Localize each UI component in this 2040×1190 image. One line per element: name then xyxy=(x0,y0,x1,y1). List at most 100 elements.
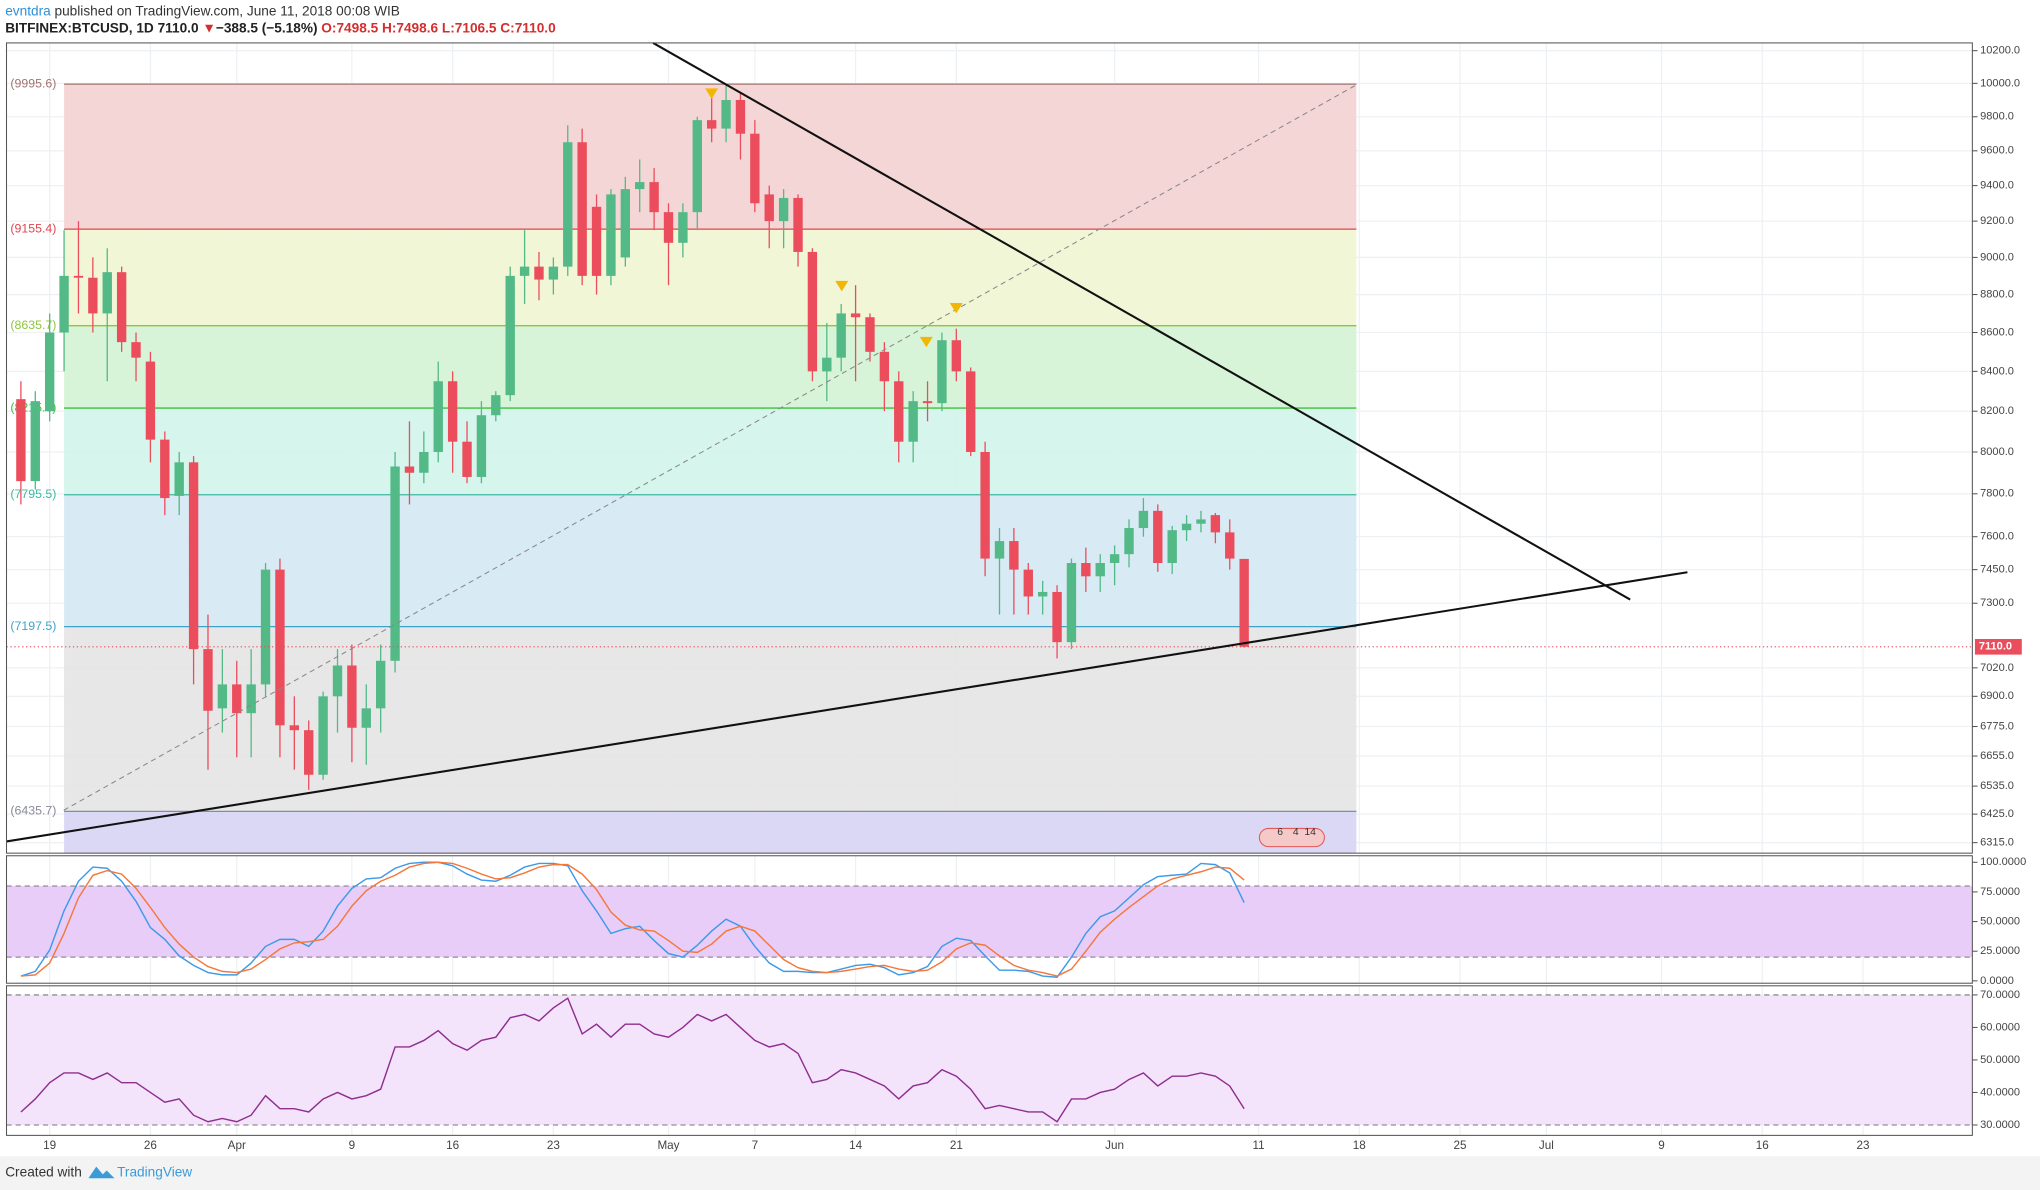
candle-body xyxy=(30,401,40,482)
candle-body xyxy=(994,541,1005,559)
fib-band xyxy=(64,811,1357,854)
y-tick-label: 10200.0 xyxy=(1980,45,2020,57)
y-tick-label: 30.0000 xyxy=(1980,1119,2020,1131)
candle-body xyxy=(44,332,55,412)
y-tick-label: 9200.0 xyxy=(1980,215,2014,227)
price: 7110.0 xyxy=(158,20,199,35)
fib-band xyxy=(64,84,1357,230)
fib-label: (9995.6) xyxy=(10,76,56,90)
candle-body xyxy=(735,99,746,134)
x-tick-label: 23 xyxy=(547,1139,560,1152)
event-badges[interactable] xyxy=(1258,827,1325,848)
y-tick-label: 7300.0 xyxy=(1980,597,2014,609)
candle-body xyxy=(1009,541,1019,570)
fib-label: (7197.5) xyxy=(10,619,56,633)
candle-body xyxy=(1196,519,1206,524)
x-tick-label: May xyxy=(657,1139,679,1152)
x-tick-label: 25 xyxy=(1454,1139,1468,1152)
candle-body xyxy=(131,342,141,358)
candle-body xyxy=(563,142,573,267)
candle-body xyxy=(1153,510,1163,563)
candle-body xyxy=(721,99,731,129)
candle-body xyxy=(1109,554,1120,563)
candle-body xyxy=(217,684,228,709)
candle-body xyxy=(534,266,544,280)
event-badge[interactable]: 14 xyxy=(1304,827,1316,838)
candle-body xyxy=(491,395,501,416)
y-tick-label: 75.0000 xyxy=(1980,886,2020,898)
candle-body xyxy=(375,660,386,709)
candle-body xyxy=(1239,558,1249,647)
band xyxy=(6,994,1973,1125)
drawings: 6 4 14 xyxy=(6,42,1688,848)
candle-body xyxy=(966,371,976,452)
candle-body xyxy=(937,340,947,404)
y-tick-label: 8200.0 xyxy=(1980,405,2014,417)
y-tick-label: 8000.0 xyxy=(1980,446,2014,458)
pane-frame xyxy=(5,42,1973,854)
candle-body xyxy=(332,665,343,697)
candle-body xyxy=(289,725,300,731)
candle-body xyxy=(922,401,933,404)
candle-body xyxy=(1181,523,1192,531)
ohlc: O:7498.5 H:7498.6 L:7106.5 C:7110.0 xyxy=(321,20,556,35)
x-tick-label: Jun xyxy=(1105,1139,1124,1152)
indicator-line xyxy=(20,861,1245,977)
pane-frame xyxy=(5,985,1973,1136)
y-tick-label: 50.0000 xyxy=(1980,1054,2020,1066)
event-badge[interactable]: 6 xyxy=(1277,827,1283,838)
y-tick-label: 9400.0 xyxy=(1980,180,2014,192)
footer-brand[interactable]: TradingView xyxy=(117,1165,192,1180)
y-tick-label: 70.0000 xyxy=(1980,989,2020,1001)
candle-body xyxy=(1066,562,1077,643)
fib-band xyxy=(64,408,1357,495)
y-tick-label: 0.0000 xyxy=(1980,975,2014,987)
candle-body xyxy=(778,197,789,222)
x-tick-label: 16 xyxy=(1756,1139,1769,1152)
candle-body xyxy=(822,357,832,372)
candle-body xyxy=(1124,528,1134,555)
candle-body xyxy=(548,266,559,280)
y-tick-label: 6315.0 xyxy=(1980,837,2014,849)
candle-body xyxy=(347,665,357,728)
y-tick-label: 25.0000 xyxy=(1980,945,2020,957)
marker xyxy=(919,336,933,348)
candle-body xyxy=(203,649,213,711)
y-tick-label: 7450.0 xyxy=(1980,564,2014,576)
candle-body xyxy=(304,730,314,775)
candle-body xyxy=(447,381,458,442)
candle-body xyxy=(1210,515,1221,533)
marker xyxy=(835,280,849,292)
fib-band xyxy=(64,626,1357,812)
change-arrow: ▼ xyxy=(202,20,216,35)
candle-body xyxy=(706,120,717,129)
candle-body xyxy=(606,194,616,276)
event-badge[interactable]: 4 xyxy=(1293,827,1299,838)
fib-label: (7795.5) xyxy=(10,487,56,501)
header-line: BITFINEX:BTCUSD, 1D 7110.0 ▼−388.5 (−5.1… xyxy=(5,20,556,35)
y-tick-label: 9600.0 xyxy=(1980,145,2014,157)
candle-body xyxy=(1037,591,1048,597)
y-tick-label: 60.0000 xyxy=(1980,1021,2020,1033)
y-tick-label: 9000.0 xyxy=(1980,251,2014,263)
candle-body xyxy=(1138,510,1149,529)
footer xyxy=(0,1156,2040,1190)
candle-body xyxy=(73,275,84,278)
chart-layer: 19 26 Apr 9 16 23 May 7 14 21 Jun 11 18 25 Jul 9 16 23 102… xyxy=(6,45,2026,1152)
candle-body xyxy=(260,569,271,685)
x-tick-label: 18 xyxy=(1353,1139,1366,1152)
header-line: evntdra published on TradingView.com, Ju… xyxy=(5,3,400,18)
candle-body xyxy=(591,206,602,276)
y-tick-label: 7800.0 xyxy=(1980,488,2014,500)
candle-body xyxy=(519,266,530,276)
published: published on TradingView.com, June 11, 2… xyxy=(51,3,400,18)
candle-body xyxy=(476,415,487,477)
candle-body xyxy=(59,275,69,333)
candle-body xyxy=(678,212,688,243)
symbol: BITFINEX:BTCUSD, 1D xyxy=(5,20,154,35)
candle-body xyxy=(1225,532,1235,559)
candle-body xyxy=(390,466,400,661)
user[interactable]: evntdra xyxy=(5,3,51,18)
y-tick-label: 6535.0 xyxy=(1980,780,2014,792)
y-tick-label: 7600.0 xyxy=(1980,531,2014,543)
